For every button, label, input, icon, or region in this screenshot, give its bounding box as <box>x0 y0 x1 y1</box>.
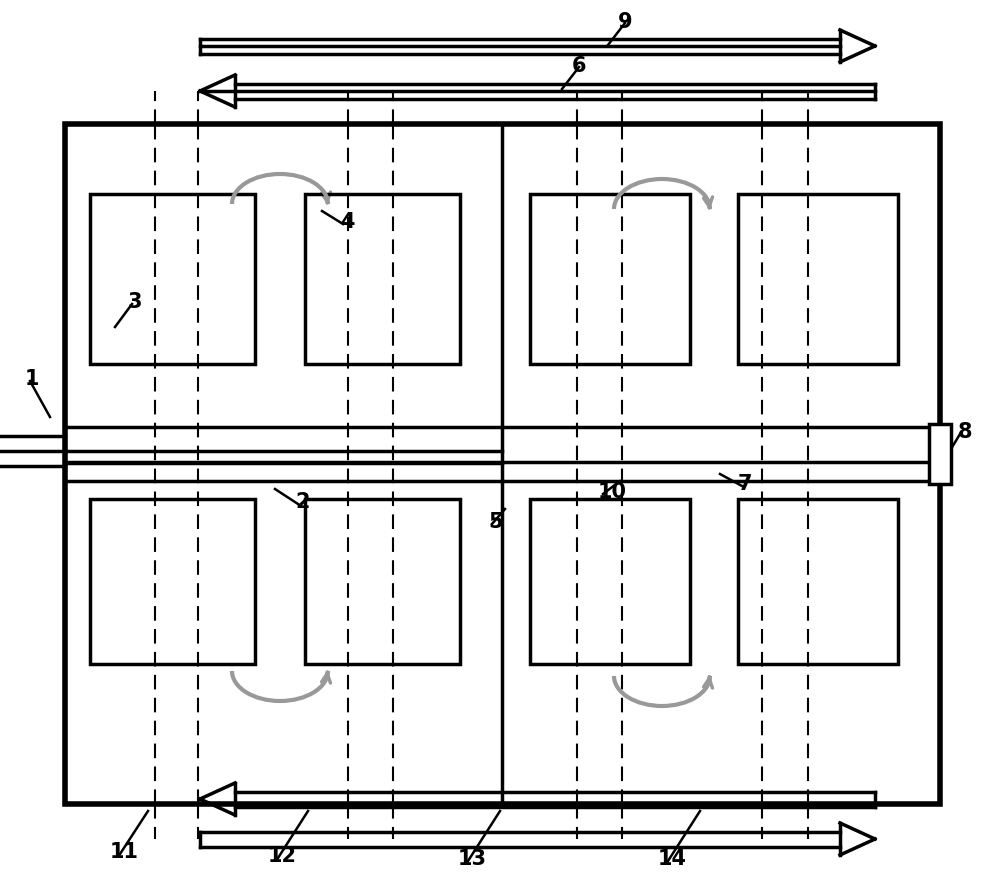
Text: 6: 6 <box>572 56 586 76</box>
Text: 2: 2 <box>295 492 310 511</box>
Bar <box>929 425 951 485</box>
Text: 8: 8 <box>958 421 972 442</box>
Bar <box>530 500 690 665</box>
Bar <box>305 195 460 364</box>
Text: 4: 4 <box>340 212 355 232</box>
Bar <box>65 125 940 804</box>
Bar <box>90 500 255 665</box>
Bar <box>738 500 898 665</box>
Text: 12: 12 <box>268 845 297 865</box>
Text: 1: 1 <box>25 369 40 389</box>
Text: 14: 14 <box>658 848 687 868</box>
Text: 3: 3 <box>128 291 143 312</box>
Bar <box>530 195 690 364</box>
Text: 11: 11 <box>110 841 139 861</box>
Text: 13: 13 <box>458 848 487 868</box>
Text: 5: 5 <box>488 511 503 531</box>
Bar <box>90 195 255 364</box>
Text: 10: 10 <box>598 481 627 501</box>
Text: 7: 7 <box>738 473 753 493</box>
Text: 9: 9 <box>618 12 633 32</box>
Bar <box>738 195 898 364</box>
Bar <box>305 500 460 665</box>
